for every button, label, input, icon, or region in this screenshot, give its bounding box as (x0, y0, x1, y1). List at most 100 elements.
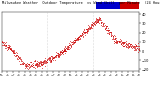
Point (38, 60, 41, 62)
Point (38, 65, 40, 67)
Point (67, 48, 70, 50)
Point (3, 44, 6, 45)
Point (41, 62, 43, 63)
Point (108, 31, 111, 33)
Point (110, 33, 112, 35)
Point (108, 31, 111, 33)
Point (60, 51, 63, 52)
Point (36, 65, 39, 66)
Point (29, 67, 32, 68)
Point (134, 46, 137, 47)
Point (32, 62, 34, 64)
Point (1, 41, 3, 43)
Point (77, 39, 80, 41)
Point (85, 29, 87, 30)
Point (76, 38, 79, 39)
Point (87, 27, 89, 29)
Point (42, 61, 44, 62)
Point (78, 35, 81, 37)
Point (18, 61, 21, 62)
Point (106, 27, 109, 29)
Point (115, 42, 118, 44)
Point (90, 25, 93, 27)
Point (81, 36, 84, 37)
Point (1, 41, 4, 43)
Point (69, 47, 72, 48)
Point (43, 60, 45, 62)
Point (64, 51, 66, 52)
Point (16, 54, 19, 55)
Point (129, 46, 132, 48)
Point (8, 49, 11, 50)
Point (6, 46, 9, 47)
Point (19, 58, 22, 60)
Point (82, 30, 84, 31)
Point (40, 67, 43, 68)
Point (4, 43, 6, 44)
Point (112, 38, 115, 40)
Point (96, 18, 99, 19)
Point (26, 64, 28, 66)
Point (133, 50, 135, 51)
Point (78, 37, 81, 38)
Point (22, 64, 25, 65)
Point (40, 62, 43, 63)
Point (35, 63, 38, 64)
Point (64, 50, 67, 51)
Point (67, 45, 70, 46)
Point (77, 36, 80, 38)
Point (100, 22, 102, 24)
Point (5, 44, 7, 45)
Point (101, 25, 104, 26)
Point (84, 32, 86, 33)
Point (25, 65, 28, 66)
Point (120, 41, 123, 42)
Point (100, 21, 103, 23)
Point (100, 24, 103, 25)
Point (96, 21, 99, 23)
Point (121, 41, 124, 43)
Point (81, 33, 84, 35)
Point (96, 21, 98, 23)
Point (42, 60, 44, 62)
Point (38, 61, 41, 62)
Point (122, 41, 124, 43)
Point (112, 42, 115, 44)
Point (130, 46, 133, 47)
Point (108, 33, 110, 34)
Point (22, 63, 24, 65)
Point (43, 60, 46, 62)
Point (28, 64, 31, 65)
Point (120, 43, 123, 44)
Point (27, 63, 29, 64)
Point (120, 41, 122, 42)
Point (90, 23, 93, 25)
Point (24, 64, 26, 65)
Point (83, 28, 85, 30)
Point (121, 42, 124, 44)
Point (34, 61, 36, 62)
Point (93, 24, 96, 25)
Point (37, 62, 40, 64)
Point (132, 46, 135, 48)
Point (19, 63, 22, 64)
Point (8, 48, 11, 50)
Point (2, 41, 4, 43)
Point (89, 26, 92, 27)
Point (99, 17, 101, 18)
Point (71, 40, 74, 42)
Point (129, 45, 132, 47)
Point (107, 29, 110, 31)
Point (114, 41, 117, 43)
Point (40, 63, 43, 65)
Point (36, 67, 38, 68)
Point (21, 61, 23, 62)
Point (61, 52, 64, 53)
Point (106, 32, 108, 34)
Point (92, 22, 94, 24)
Point (44, 60, 47, 62)
Point (50, 55, 53, 56)
Point (124, 40, 127, 42)
Point (58, 54, 61, 55)
Point (20, 63, 23, 65)
